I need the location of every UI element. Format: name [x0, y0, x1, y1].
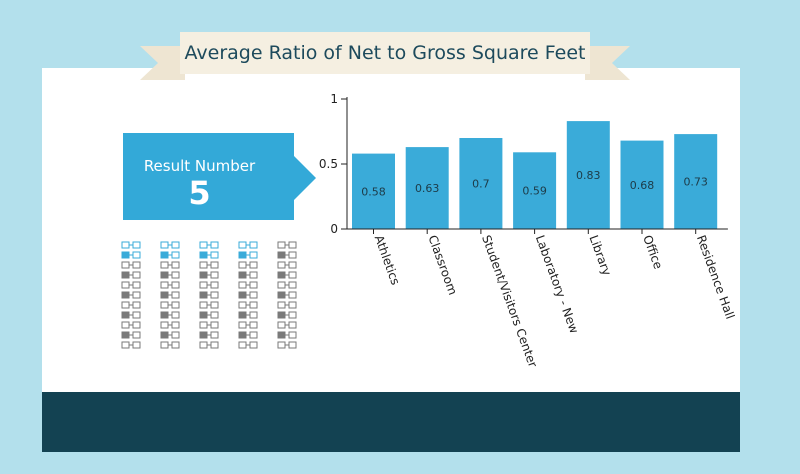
bar-chart: 0.58 0.63 0.7 0.59 0.83 0.68 0.73 0 0.5 1 Athleti… [319, 92, 737, 369]
axes: 0 0.5 1 Athletics Classroom Student/Visitors … [319, 92, 737, 369]
bar [459, 138, 503, 229]
content-card [42, 68, 740, 451]
x-tick-label: Office [640, 233, 665, 271]
bar-value-label: 0.63 [415, 182, 440, 195]
y-tick-label: 0.5 [319, 157, 338, 171]
x-tick-label: Residence Hall [694, 233, 737, 321]
y-tick-label: 0 [330, 222, 338, 236]
bar-value-label: 0.7 [472, 178, 490, 191]
building-icon [160, 241, 180, 349]
result-label: Result Number [143, 157, 256, 175]
bar [513, 152, 557, 229]
bar-value-label: 0.68 [630, 179, 655, 192]
chart-title: Average Ratio of Net to Gross Square Fee… [184, 42, 586, 64]
building-icon [121, 241, 141, 349]
footer-band [42, 392, 740, 452]
x-tick-label: Library [586, 233, 614, 277]
result-pointer [294, 156, 316, 200]
bar [352, 153, 395, 229]
bar [620, 140, 664, 229]
bar [405, 147, 449, 229]
bar [566, 121, 610, 229]
building-icon [238, 241, 258, 349]
building-icon [277, 241, 297, 349]
y-tick-label: 1 [330, 92, 338, 106]
bar [674, 134, 718, 229]
x-tick-label: Laboratory - New [533, 233, 582, 335]
bar-value-label: 0.58 [361, 185, 386, 198]
title-ribbon [140, 32, 630, 80]
x-tick-label: Student/Visitors Center [479, 233, 540, 369]
bar-value-label: 0.83 [576, 169, 601, 182]
result-callout: Result Number 5 [123, 133, 294, 220]
building-icon [199, 241, 219, 349]
bar-value-label: 0.59 [522, 185, 547, 198]
building-icon-grid [121, 241, 297, 349]
x-tick-label: Classroom [425, 233, 460, 297]
x-tick-label: Athletics [372, 233, 403, 287]
result-value: 5 [188, 174, 211, 212]
bar-value-label: 0.73 [683, 176, 708, 189]
bars: 0.58 0.63 0.7 0.59 0.83 0.68 0.73 [352, 121, 718, 229]
